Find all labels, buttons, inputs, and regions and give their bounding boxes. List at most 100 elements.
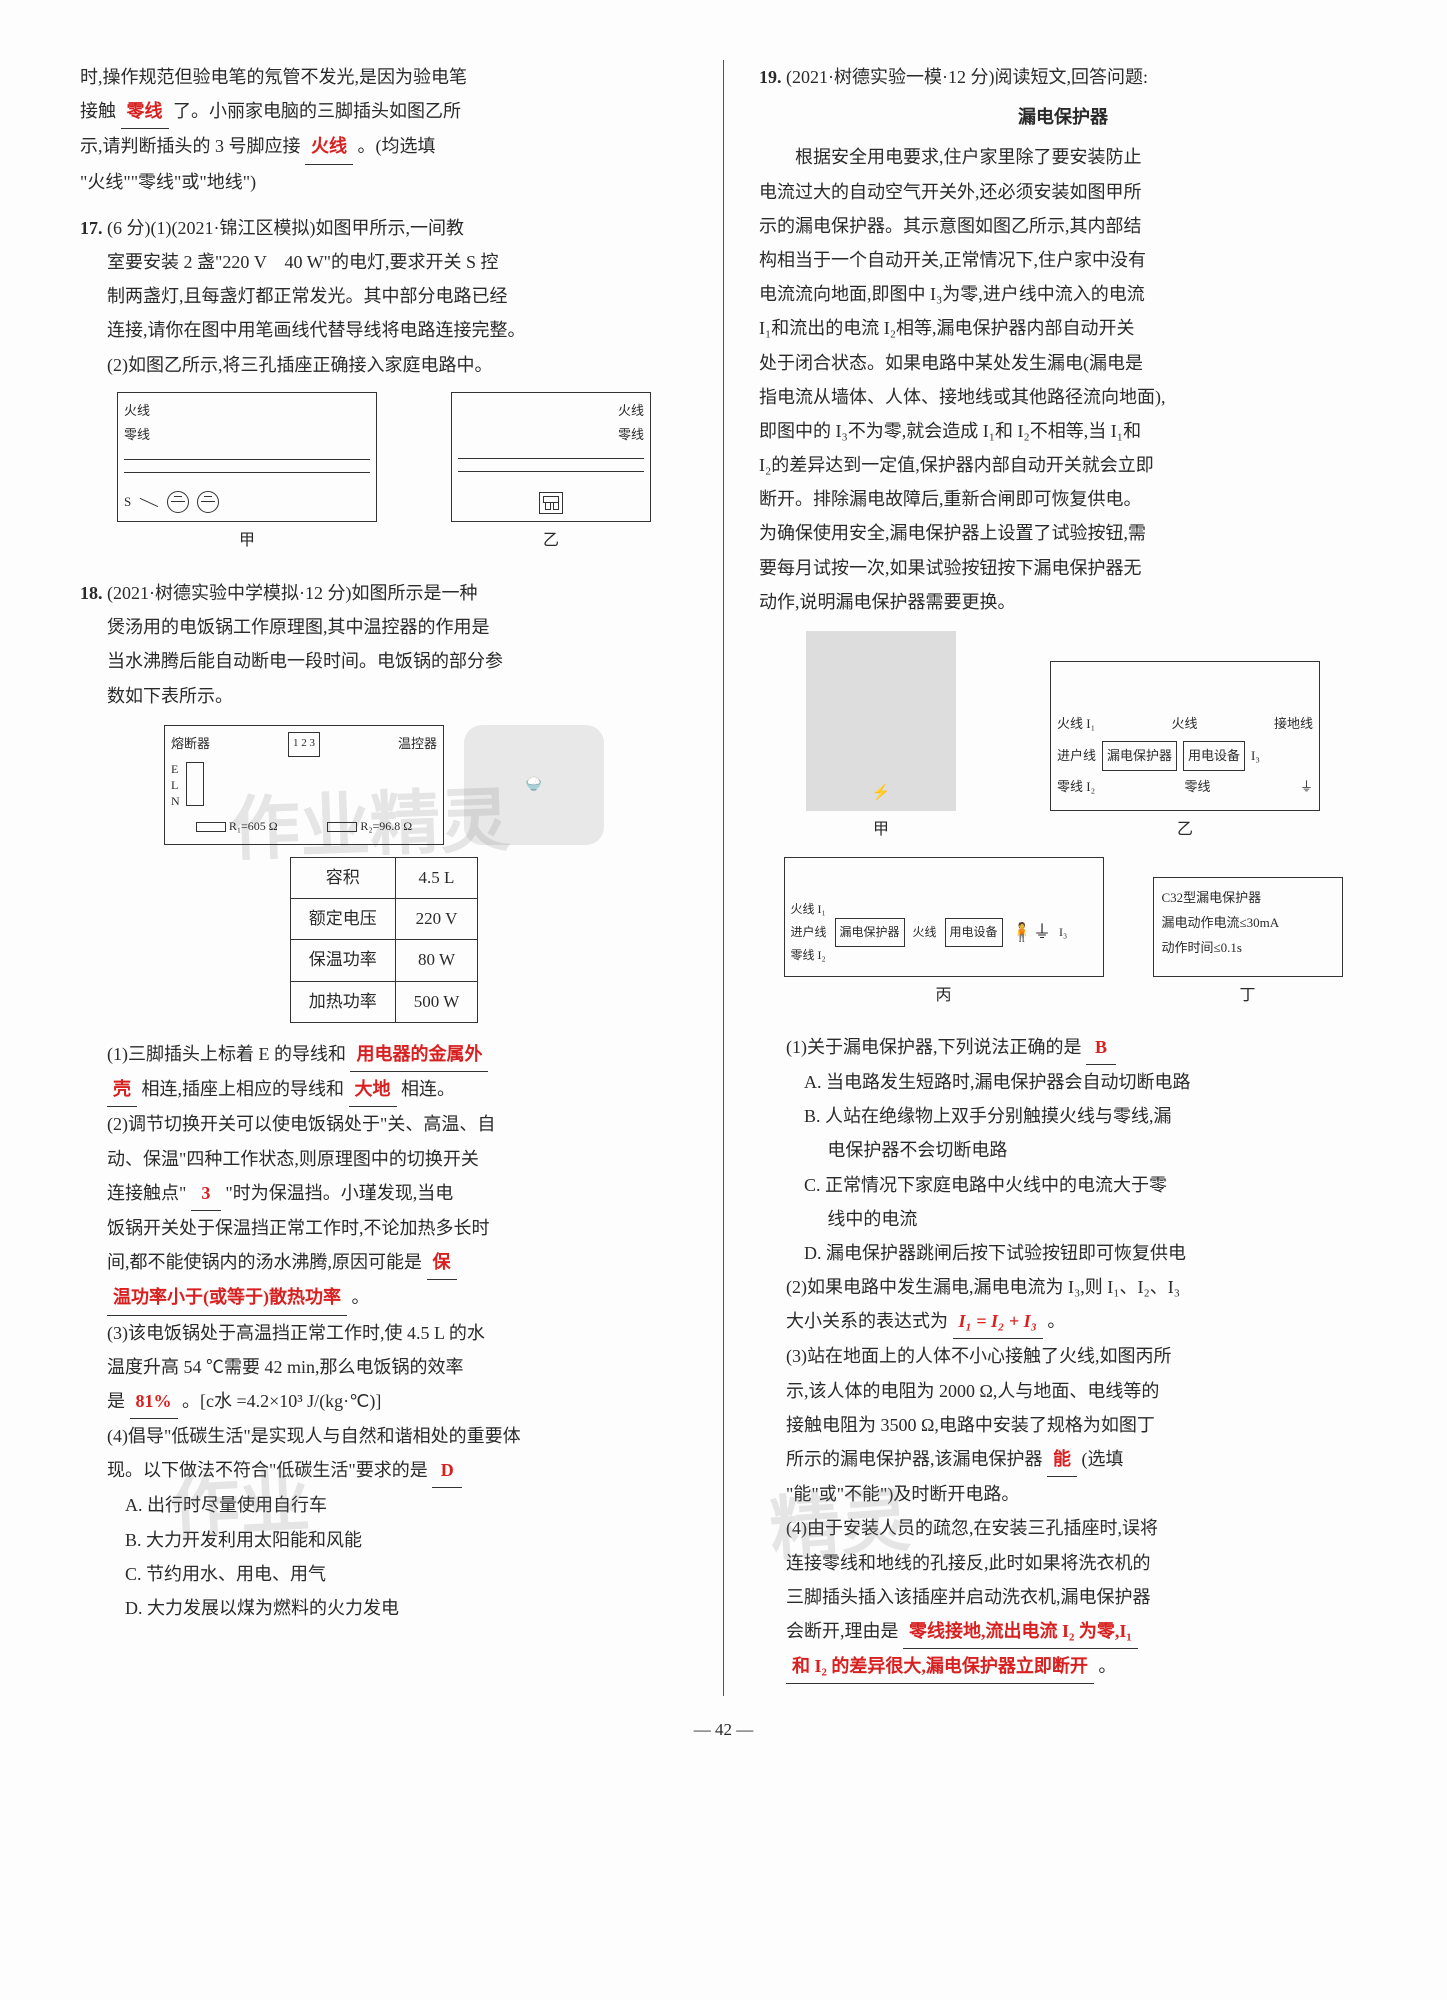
spec-line: 动作时间≤0.1s <box>1162 936 1334 961</box>
spec-title: C32型漏电保护器 <box>1162 886 1334 911</box>
option-d: D. 大力发展以煤为燃料的火力发电 <box>125 1598 399 1618</box>
text: 接触电阻为 3500 Ω,电路中安装了规格为如图丁 <box>786 1415 1155 1435</box>
socket-icon <box>539 492 563 514</box>
label-R1: R₁=605 Ω <box>229 819 278 833</box>
figure-bing: 火线 I₁ 进户线 零线 I₂ 漏电保护器 火线 用电设备 🧍⏚ I₃ 丙 <box>784 857 1104 1011</box>
answer-blank: 能 <box>1047 1442 1077 1477</box>
label-huo: 火线 <box>124 403 150 418</box>
text: 相连,插座上相应的导线和 <box>142 1079 345 1099</box>
text: 是 <box>107 1391 125 1411</box>
caption-bing: 丙 <box>784 981 1104 1011</box>
figure-ding: C32型漏电保护器 漏电动作电流≤30mA 动作时间≤0.1s 丁 <box>1153 877 1343 1011</box>
question-number: 17. <box>80 218 103 238</box>
option-b-cont: 电保护器不会切断电路 <box>827 1140 1007 1160</box>
answer-blank: 壳 <box>107 1072 137 1107</box>
text: 。 <box>1098 1656 1116 1676</box>
option-a: A. 出行时尽量使用自行车 <box>125 1495 327 1515</box>
figure-jia: 火线 零线 S <box>117 392 377 556</box>
text: 动作,说明漏电保护器需要更换。 <box>759 592 1016 612</box>
answer-blank: 81% <box>130 1384 178 1419</box>
box-ldbhq: 漏电保护器 <box>1102 741 1177 772</box>
label: I₃ <box>1059 921 1067 944</box>
text: 动、保温"四种工作状态,则原理图中的切换开关 <box>107 1149 479 1169</box>
text: 煲汤用的电饭锅工作原理图,其中温控器的作用是 <box>107 617 490 637</box>
label-ling: 零线 <box>618 427 644 442</box>
text: 制两盏灯,且每盏灯都正常发光。其中部分电路已经 <box>107 286 508 306</box>
figure-jia: ⚡ 甲 <box>806 631 956 845</box>
text: 构相当于一个自动开关,正常情况下,住户家中没有 <box>759 250 1146 270</box>
label-E: E <box>171 762 180 778</box>
text: 即图中的 I₃不为零,就会造成 I₁和 I₂不相等,当 I₁和 <box>759 421 1141 441</box>
answer-blank: 温功率小于(或等于)散热功率 <box>107 1280 347 1315</box>
label: 零线 <box>1185 775 1211 800</box>
rice-cooker-figure-row: 熔断器 1 2 3 温控器 E L N <box>80 725 688 845</box>
text: 接触 <box>80 101 116 121</box>
text: 当水沸腾后能自动断电一段时间。电饭锅的部分参 <box>107 651 503 671</box>
rcd-figures-row-2: 火线 I₁ 进户线 零线 I₂ 漏电保护器 火线 用电设备 🧍⏚ I₃ 丙 <box>759 857 1367 1011</box>
rcd-figures-row-1: ⚡ 甲 火线 I₁ 火线 接地线 进户线 漏电 <box>759 631 1367 845</box>
text: 时,操作规范但验电笔的氖管不发光,是因为验电笔 <box>80 67 467 87</box>
caption-jia: 甲 <box>117 526 377 556</box>
rice-cooker-circuit: 熔断器 1 2 3 温控器 E L N <box>164 725 444 845</box>
circuit-figures-row: 火线 零线 S <box>80 392 688 556</box>
text: 温度升高 54 ℃需要 42 min,那么电饭锅的效率 <box>107 1357 464 1377</box>
text: 。[c水 =4.2×10³ J/(kg·℃)] <box>182 1391 381 1411</box>
label: 火线 <box>1172 712 1198 737</box>
option-d: D. 漏电保护器跳闸后按下试验按钮即可恢复供电 <box>804 1243 1186 1263</box>
spec-line: 漏电动作电流≤30mA <box>1162 911 1334 936</box>
cell: 80 W <box>395 940 478 981</box>
text: (2)如果电路中发生漏电,漏电电流为 I₃,则 I₁、I₂、I₃ <box>786 1277 1180 1297</box>
text: (1)关于漏电保护器,下列说法正确的是 <box>786 1037 1082 1057</box>
caption-jia: 甲 <box>806 815 956 845</box>
text: "火线""零线"或"地线") <box>80 172 256 192</box>
label-ling: 零线 <box>124 427 150 442</box>
text: 电流过大的自动空气开关外,还必须安装如图甲所 <box>759 182 1142 202</box>
label: 进户线 <box>791 921 827 944</box>
label-N: N <box>171 794 180 810</box>
text: 示,该人体的电阻为 2000 Ω,人与地面、电线等的 <box>786 1381 1159 1401</box>
q18: 18. (2021·树德实验中学模拟·12 分)如图所示是一种 煲汤用的电饭锅工… <box>80 576 688 1625</box>
text: (2021·树德实验中学模拟·12 分)如图所示是一种 <box>107 583 477 603</box>
figure-yi: 火线 I₁ 火线 接地线 进户线 漏电保护器 用电设备 I₃ <box>1050 661 1320 845</box>
text: 。 <box>352 1287 370 1307</box>
label-L: L <box>171 778 180 794</box>
caption-yi: 乙 <box>451 526 651 556</box>
answer-blank: 3 <box>191 1176 221 1211</box>
answer-blank: D <box>432 1453 462 1488</box>
text: 。(均选填 <box>358 136 436 156</box>
cell: 220 V <box>395 899 478 940</box>
text: 了。小丽家电脑的三脚插头如图乙所 <box>173 101 461 121</box>
text: (1)三脚插头上标着 E 的导线和 <box>107 1044 346 1064</box>
text: (选填 <box>1082 1449 1124 1469</box>
rice-cooker-photo: 🍚 <box>464 725 604 845</box>
box-ldbhq: 漏电保护器 <box>835 918 905 947</box>
answer-blank: 用电器的金属外 <box>350 1037 488 1072</box>
cell: 4.5 L <box>395 857 478 898</box>
spec-table: 容积4.5 L 额定电压220 V 保温功率80 W 加热功率500 W <box>290 857 479 1023</box>
text: I₂的差异达到一定值,保护器内部自动开关就会立即 <box>759 455 1154 475</box>
text: 要每月试按一次,如果试验按钮按下漏电保护器无 <box>759 558 1142 578</box>
text: 饭锅开关处于保温挡正常工作时,不论加热多长时 <box>107 1218 490 1238</box>
label: 接地线 <box>1274 712 1313 737</box>
label: I₃ <box>1251 744 1260 769</box>
answer-blank: 零线接地,流出电流 I₂ 为零,I₁ <box>903 1614 1138 1649</box>
cell: 加热功率 <box>290 981 395 1022</box>
label-wenkong: 温控器 <box>398 732 437 757</box>
text: 会断开,理由是 <box>786 1621 899 1641</box>
switch-nums: 1 2 3 <box>288 732 320 757</box>
text: 现。以下做法不符合"低碳生活"要求的是 <box>107 1460 428 1480</box>
text: "时为保温挡。小瑾发现,当电 <box>225 1183 453 1203</box>
text: 数如下表所示。 <box>107 686 233 706</box>
left-column: 时,操作规范但验电笔的氖管不发光,是因为验电笔 接触 零线 了。小丽家电脑的三脚… <box>80 60 688 1696</box>
text: (2021·树德实验一模·12 分)阅读短文,回答问题: <box>786 67 1148 87</box>
cell: 500 W <box>395 981 478 1022</box>
cell: 容积 <box>290 857 395 898</box>
answer-blank: B <box>1086 1030 1116 1065</box>
text: 断开。排除漏电故障后,重新合闸即可恢复供电。 <box>759 489 1142 509</box>
column-divider <box>723 60 724 1696</box>
text: 。 <box>1047 1311 1065 1331</box>
right-column: 19. (2021·树德实验一模·12 分)阅读短文,回答问题: 漏电保护器 根… <box>759 60 1367 1696</box>
q17: 17. (6 分)(1)(2021·锦江区模拟)如图甲所示,一间教 室要安装 2… <box>80 211 688 556</box>
option-b: B. 人站在绝缘物上双手分别触摸火线与零线,漏 <box>804 1106 1172 1126</box>
cell: 额定电压 <box>290 899 395 940</box>
